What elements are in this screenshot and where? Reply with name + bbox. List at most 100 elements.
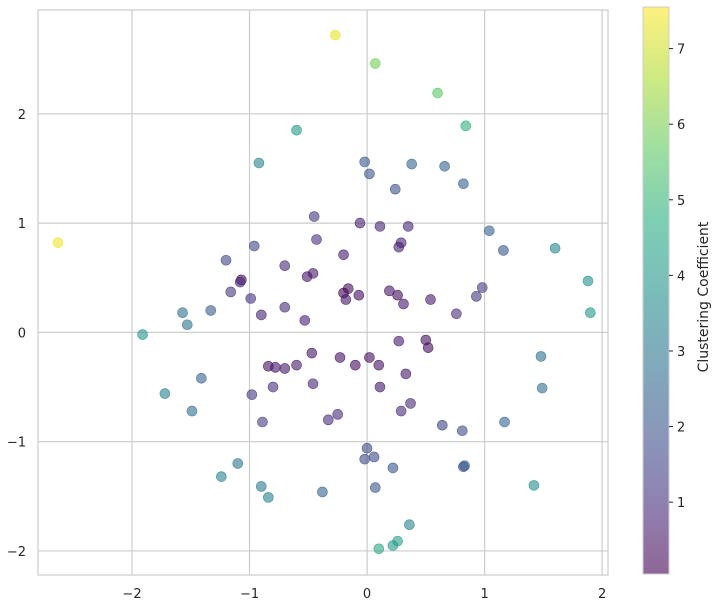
- scatter-point: [177, 307, 188, 319]
- scatter-point: [205, 305, 217, 316]
- colorbar-ticks: 1 2 3 4 5 6 7: [669, 43, 685, 511]
- scatter-point: [353, 289, 365, 301]
- scatter-point: [483, 225, 495, 237]
- x-tick-label: 1: [480, 587, 488, 602]
- colorbar-tick-label: 4: [677, 269, 685, 284]
- scatter-point: [279, 363, 291, 374]
- scatter-point: [432, 87, 443, 99]
- scatter-point: [330, 29, 341, 41]
- scatter-point: [406, 158, 418, 170]
- colorbar-tick-label: 7: [677, 43, 685, 58]
- colorbar: 1 2 3 4 5 6 7 Clustering Coefficient: [642, 6, 712, 575]
- scatter-point: [338, 249, 349, 261]
- colorbar-tick-label: 5: [677, 194, 685, 209]
- scatter-point: [528, 480, 540, 491]
- scatter-point: [137, 329, 148, 340]
- scatter-point: [460, 120, 472, 132]
- scatter-point: [374, 221, 386, 232]
- scatter-point: [549, 242, 561, 254]
- scatter-point: [395, 405, 407, 417]
- scatter-point: [279, 260, 291, 272]
- colorbar-frame: [642, 6, 670, 575]
- scatter-point: [334, 352, 346, 363]
- plot-frame: [37, 9, 609, 576]
- scatter-point: [393, 335, 405, 347]
- scatter-point: [373, 543, 385, 555]
- scatter-point: [384, 285, 395, 297]
- x-tick-label: −1: [240, 587, 259, 602]
- scatter-point: [253, 157, 265, 169]
- scatter-point: [263, 492, 274, 503]
- scatter-point: [359, 453, 371, 465]
- scatter-point: [436, 419, 448, 431]
- scatter-point: [232, 458, 244, 469]
- colorbar-tick-label: 1: [677, 496, 685, 511]
- scatter-points: [52, 29, 596, 555]
- scatter-point: [255, 481, 267, 492]
- scatter-point: [350, 359, 361, 371]
- scatter-point: [306, 347, 318, 359]
- scatter-point: [387, 462, 399, 474]
- scatter-point: [458, 178, 469, 190]
- scatter-point: [311, 234, 322, 245]
- scatter-point: [245, 293, 257, 304]
- colorbar-tick-label: 6: [677, 118, 685, 133]
- scatter-point: [364, 352, 375, 363]
- scatter-point: [422, 342, 434, 353]
- x-axis-ticks: −2 −1 0 1 2: [122, 587, 606, 602]
- scatter-point: [373, 359, 385, 371]
- scatter-point: [225, 286, 237, 298]
- scatter-point: [499, 416, 510, 428]
- scatter-point: [299, 315, 311, 326]
- scatter-point: [400, 368, 412, 380]
- scatter-point: [248, 240, 260, 252]
- scatter-point: [393, 241, 405, 253]
- colorbar-gradient-bar: [643, 7, 669, 574]
- scatter-point: [308, 211, 320, 222]
- scatter-point: [186, 405, 198, 417]
- scatter-point: [307, 378, 319, 390]
- scatter-point: [159, 388, 171, 399]
- scatter-point: [52, 237, 64, 249]
- colorbar-tick-label: 3: [677, 345, 685, 360]
- scatter-point: [267, 381, 279, 393]
- scatter-point: [498, 245, 509, 256]
- scatter-point: [279, 301, 291, 313]
- x-tick-label: −2: [122, 587, 141, 602]
- scatter-point: [471, 291, 482, 302]
- scatter-point: [359, 156, 371, 168]
- scatter-point: [369, 58, 381, 69]
- x-tick-label: 2: [598, 587, 606, 602]
- scatter-point: [405, 398, 416, 409]
- scatter-point: [368, 451, 380, 463]
- scatter-point: [270, 362, 281, 373]
- plot-background: [38, 10, 608, 575]
- scatter-point: [307, 268, 319, 279]
- scatter-point: [459, 460, 470, 472]
- scatter-point: [361, 442, 373, 454]
- y-tick-label: 0: [18, 326, 26, 341]
- scatter-point: [456, 425, 468, 437]
- scatter-point: [234, 276, 246, 288]
- scatter-point: [246, 389, 258, 400]
- scatter-point: [392, 289, 403, 301]
- grid-lines: [38, 10, 608, 575]
- scatter-point: [536, 382, 548, 394]
- scatter-point: [369, 482, 381, 493]
- scatter-point: [340, 294, 352, 305]
- y-tick-label: 2: [18, 108, 26, 123]
- scatter-point: [255, 309, 267, 321]
- scatter-point: [476, 282, 488, 293]
- scatter-point: [216, 471, 227, 482]
- scatter-point: [439, 160, 450, 172]
- scatter-point: [451, 308, 462, 320]
- scatter-point: [291, 124, 302, 136]
- scatter-point: [257, 416, 268, 428]
- scatter-point: [389, 183, 401, 195]
- scatter-point: [374, 381, 386, 393]
- scatter-point: [322, 414, 334, 426]
- colorbar-tick-label: 2: [677, 421, 685, 436]
- colorbar-label: Clustering Coefficient: [696, 221, 712, 372]
- scatter-point: [535, 351, 547, 362]
